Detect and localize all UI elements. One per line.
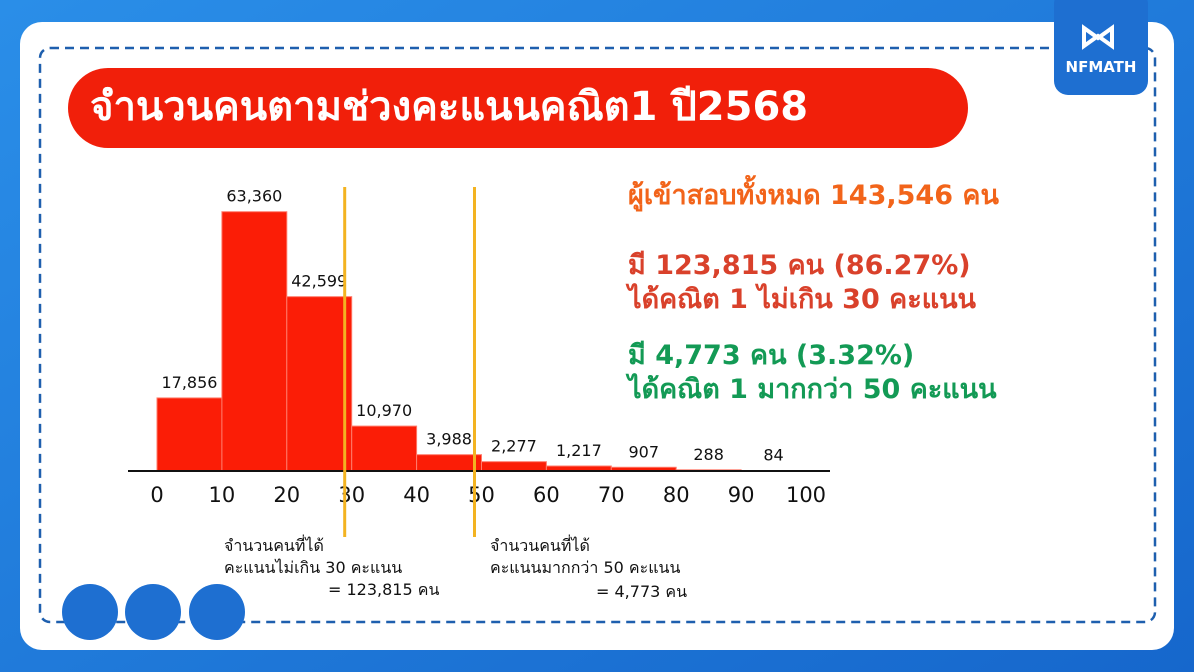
title-pill	[68, 68, 968, 148]
value-label: 907	[628, 442, 659, 461]
caption-low: คะแนนไม่เกิน 30 คะแนน	[224, 558, 402, 577]
logo-box	[1054, 0, 1148, 95]
value-label: 63,360	[226, 187, 282, 206]
bar	[221, 211, 288, 472]
x-tick-label: 30	[338, 483, 365, 507]
x-tick-label: 100	[786, 483, 826, 507]
value-label: 288	[693, 445, 724, 464]
logo-icon	[1082, 24, 1114, 50]
value-label: 2,277	[491, 437, 537, 456]
caption-high: คะแนนมากกว่า 50 คะแนน	[490, 558, 680, 577]
bar	[156, 397, 223, 472]
note-low: ได้คณิต 1 ไม่เกิน 30 คะแนน	[625, 283, 977, 315]
note-high: มี 4,773 คน (3.32%)	[628, 340, 914, 371]
x-tick-label: 0	[150, 483, 163, 507]
icon-cone	[189, 584, 245, 640]
x-tick-label: 60	[533, 483, 560, 507]
value-label: 3,988	[426, 430, 472, 449]
dashed-frame	[38, 46, 1157, 624]
x-tick-label: 50	[468, 483, 495, 507]
x-tick-label: 90	[728, 483, 755, 507]
bar	[481, 461, 547, 472]
value-label: 1,217	[556, 441, 602, 460]
brand: NFMATH	[1066, 58, 1137, 76]
note-low: มี 123,815 คน (86.27%)	[628, 250, 971, 281]
value-label: 84	[763, 446, 783, 465]
card	[20, 22, 1174, 650]
caption-low: จำนวนคนที่ได้	[224, 534, 324, 555]
x-tick-label: 80	[663, 483, 690, 507]
x-tick-label: 20	[273, 483, 300, 507]
caption-high: = 4,773 คน	[596, 582, 687, 601]
value-label: 42,599	[291, 272, 347, 291]
x-tick-label: 10	[209, 483, 236, 507]
caption-high: จำนวนคนที่ได้	[490, 534, 590, 555]
icon-graph	[125, 584, 181, 640]
caption-low: = 123,815 คน	[328, 580, 439, 599]
value-label: 17,856	[161, 373, 217, 392]
chart-title: จำนวนคนตามช่วงคะแนนคณิต1 ปี2568	[90, 84, 808, 130]
bar	[351, 425, 418, 472]
note-high: ได้คณิต 1 มากกว่า 50 คะแนน	[625, 373, 997, 405]
bar	[416, 454, 483, 472]
x-tick-label: 40	[403, 483, 430, 507]
icon-calc	[62, 584, 118, 640]
value-label: 10,970	[356, 401, 412, 420]
note-total: ผู้เข้าสอบทั้งหมด 143,546 คน	[628, 174, 999, 212]
bar	[286, 296, 353, 472]
x-tick-label: 70	[598, 483, 625, 507]
